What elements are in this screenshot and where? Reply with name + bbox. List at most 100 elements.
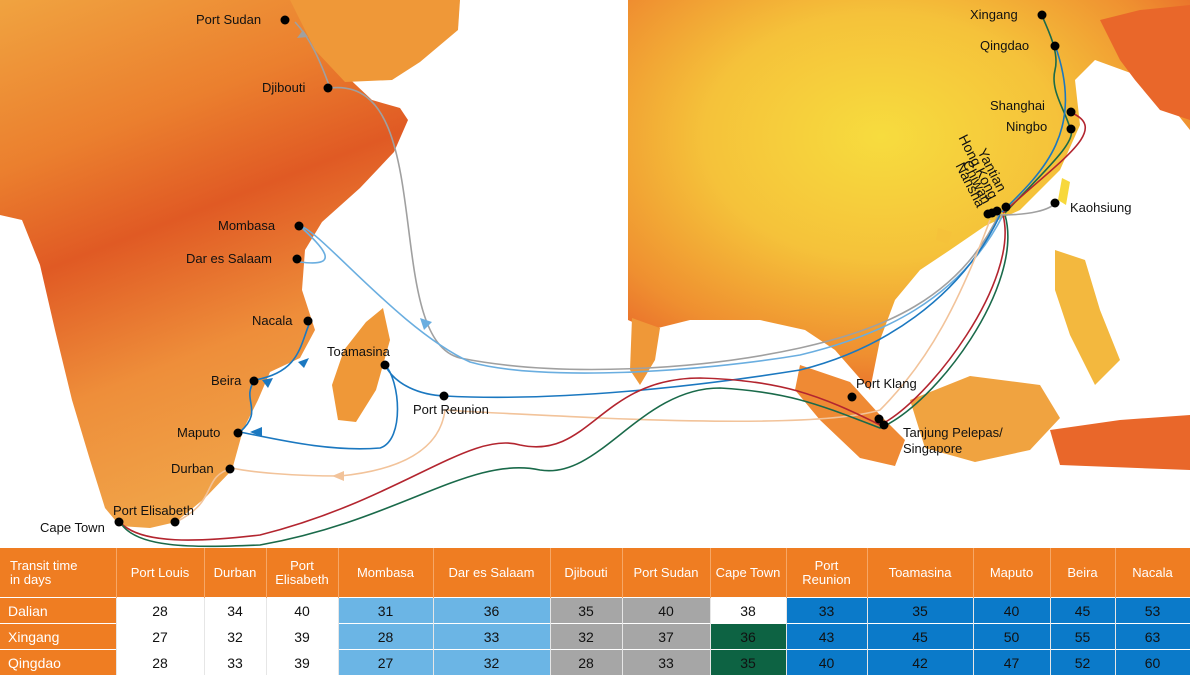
yantian-marker (1002, 203, 1011, 212)
column-header-line: Mombasa (357, 565, 414, 580)
tanjung-pelepas-label: Tanjung Pelepas/ (903, 425, 1003, 440)
table-cell: 39 (266, 650, 338, 675)
column-header-line: Nacala (1132, 565, 1172, 580)
table-cell: 45 (867, 624, 973, 650)
column-header: Mombasa (338, 548, 433, 598)
port-sudan-marker (281, 16, 290, 25)
port-elisabeth-label: Port Elisabeth (113, 503, 194, 518)
beira-label: Beira (211, 373, 242, 388)
table-cell: 28 (338, 624, 433, 650)
row-origin: Xingang (0, 624, 116, 650)
table-cell: 36 (433, 598, 550, 624)
table-cell: 28 (116, 598, 204, 624)
dar-es-salaam-marker (293, 255, 302, 264)
xingang-label: Xingang (970, 7, 1018, 22)
table-cell: 60 (1115, 650, 1190, 675)
cape-town-label: Cape Town (40, 520, 105, 535)
ningbo-label: Ningbo (1006, 119, 1047, 134)
table-cell: 45 (1050, 598, 1115, 624)
table-cell: 40 (266, 598, 338, 624)
row-origin: Qingdao (0, 650, 116, 675)
table-cell: 36 (710, 624, 786, 650)
column-header-line: Beira (1067, 565, 1097, 580)
table-cell: 33 (204, 650, 266, 675)
land (0, 0, 1190, 528)
table-cell: 35 (550, 598, 622, 624)
port-reunion-label: Port Reunion (413, 402, 489, 417)
philippines-land (1055, 250, 1120, 385)
kaohsiung-marker (1051, 199, 1060, 208)
table-cell: 43 (786, 624, 867, 650)
column-header-line: Dar es Salaam (449, 565, 535, 580)
table-cell: 33 (433, 624, 550, 650)
column-header-line: Port Louis (131, 565, 190, 580)
column-header-line: Cape Town (716, 565, 781, 580)
corner-line-2: in days (10, 572, 51, 587)
mombasa-marker (295, 222, 304, 231)
table-header-row: Transit time in days Port Louis Durban Por… (0, 548, 1190, 598)
table-cell: 42 (867, 650, 973, 675)
table-cell: 63 (1115, 624, 1190, 650)
port-reunion-marker (440, 392, 449, 401)
indonesia-east-land (1050, 415, 1190, 470)
shanghai-marker (1067, 108, 1076, 117)
maputo-marker (234, 429, 243, 438)
qingdao-label: Qingdao (980, 38, 1029, 53)
nacala-label: Nacala (252, 313, 293, 328)
column-header: Beira (1050, 548, 1115, 598)
corner-header: Transit time in days (0, 548, 116, 598)
transit-time-table: Transit time in days Port Louis Durban Por… (0, 548, 1190, 675)
maputo-label: Maputo (177, 425, 220, 440)
xingang-marker (1038, 11, 1047, 20)
table-cell: 32 (204, 624, 266, 650)
column-header: Djibouti (550, 548, 622, 598)
nansha-marker (984, 210, 993, 219)
cape-town-marker (115, 518, 124, 527)
shipping-route-map: Port Sudan Djibouti Mombasa Dar es Salaa… (0, 0, 1190, 548)
column-header: Cape Town (710, 548, 786, 598)
column-header-line: Durban (214, 565, 257, 580)
column-header: Durban (204, 548, 266, 598)
table-cell: 34 (204, 598, 266, 624)
column-header-line: Elisabeth (275, 572, 328, 587)
peach-arrow-icon (332, 471, 344, 481)
column-header: Dar es Salaam (433, 548, 550, 598)
table-cell: 32 (433, 650, 550, 675)
djibouti-marker (324, 84, 333, 93)
singapore-marker (880, 421, 889, 430)
column-header: Port Sudan (622, 548, 710, 598)
port-elisabeth-marker (171, 518, 180, 527)
column-header-line: Reunion (802, 572, 850, 587)
column-header: Nacala (1115, 548, 1190, 598)
table-cell: 33 (786, 598, 867, 624)
port-klang-marker (848, 393, 857, 402)
kaohsiung-label: Kaohsiung (1070, 200, 1131, 215)
table-cell: 39 (266, 624, 338, 650)
dark-blue-arrow-icon (298, 358, 309, 368)
table-cell: 55 (1050, 624, 1115, 650)
table-cell: 38 (710, 598, 786, 624)
column-header-line: Port Sudan (633, 565, 698, 580)
column-header: Toamasina (867, 548, 973, 598)
mombasa-label: Mombasa (218, 218, 276, 233)
table-cell: 50 (973, 624, 1050, 650)
corner-line-1: Transit time (10, 558, 77, 573)
shanghai-label: Shanghai (990, 98, 1045, 113)
row-origin: Dalian (0, 598, 116, 624)
durban-label: Durban (171, 461, 214, 476)
table-cell: 53 (1115, 598, 1190, 624)
column-header: Maputo (973, 548, 1050, 598)
singapore-label: Singapore (903, 441, 962, 456)
column-header-line: Port (290, 558, 314, 573)
nacala-marker (304, 317, 313, 326)
table-cell: 47 (973, 650, 1050, 675)
beira-marker (250, 377, 259, 386)
table-cell: 33 (622, 650, 710, 675)
india-tip-land (630, 318, 660, 385)
table-cell: 31 (338, 598, 433, 624)
